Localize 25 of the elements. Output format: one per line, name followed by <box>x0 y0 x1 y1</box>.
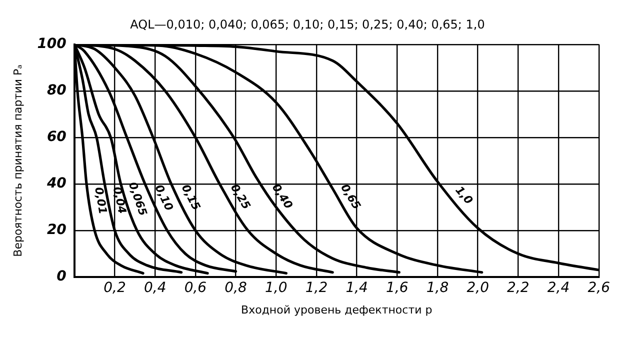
y-tick-label: 100 <box>37 36 67 52</box>
x-tick-label: 2,2 <box>507 280 530 296</box>
y-tick-label: 40 <box>46 176 67 192</box>
x-tick-label: 2,6 <box>588 280 610 296</box>
text: 1,0 <box>452 184 476 208</box>
x-tick-label: 0,8 <box>224 280 248 296</box>
x-axis-title: Входной уровень дефектности p <box>241 303 432 316</box>
text: 0,10 <box>152 182 176 214</box>
x-tick-label: 2,4 <box>547 280 570 296</box>
x-tick-label: 2,0 <box>466 280 490 296</box>
x-tick-label: 0,6 <box>184 280 207 296</box>
x-tick-label: 1,0 <box>265 280 288 296</box>
y-tick-label: 80 <box>46 82 67 99</box>
chart-title: AQL—0,010; 0,040; 0,065; 0,10; 0,15; 0,25; 0,40; 0,65; 1,0 <box>130 17 485 32</box>
y-tick-label: 20 <box>46 222 67 238</box>
x-tick-label: 1,8 <box>426 280 449 296</box>
y-tick-label: 60 <box>46 129 67 146</box>
y-tick-label: 0 <box>56 268 67 285</box>
text: 0,01 <box>92 186 110 216</box>
x-tick-label: 0,2 <box>104 280 126 296</box>
y-axis-title: Вероятность принятия партии Pₐ <box>11 64 24 257</box>
x-tick-label: 0,4 <box>144 280 166 296</box>
x-tick-label: 1,4 <box>346 280 368 296</box>
x-tick-label: 1,2 <box>305 280 328 296</box>
x-tick-label: 1,6 <box>386 280 408 296</box>
